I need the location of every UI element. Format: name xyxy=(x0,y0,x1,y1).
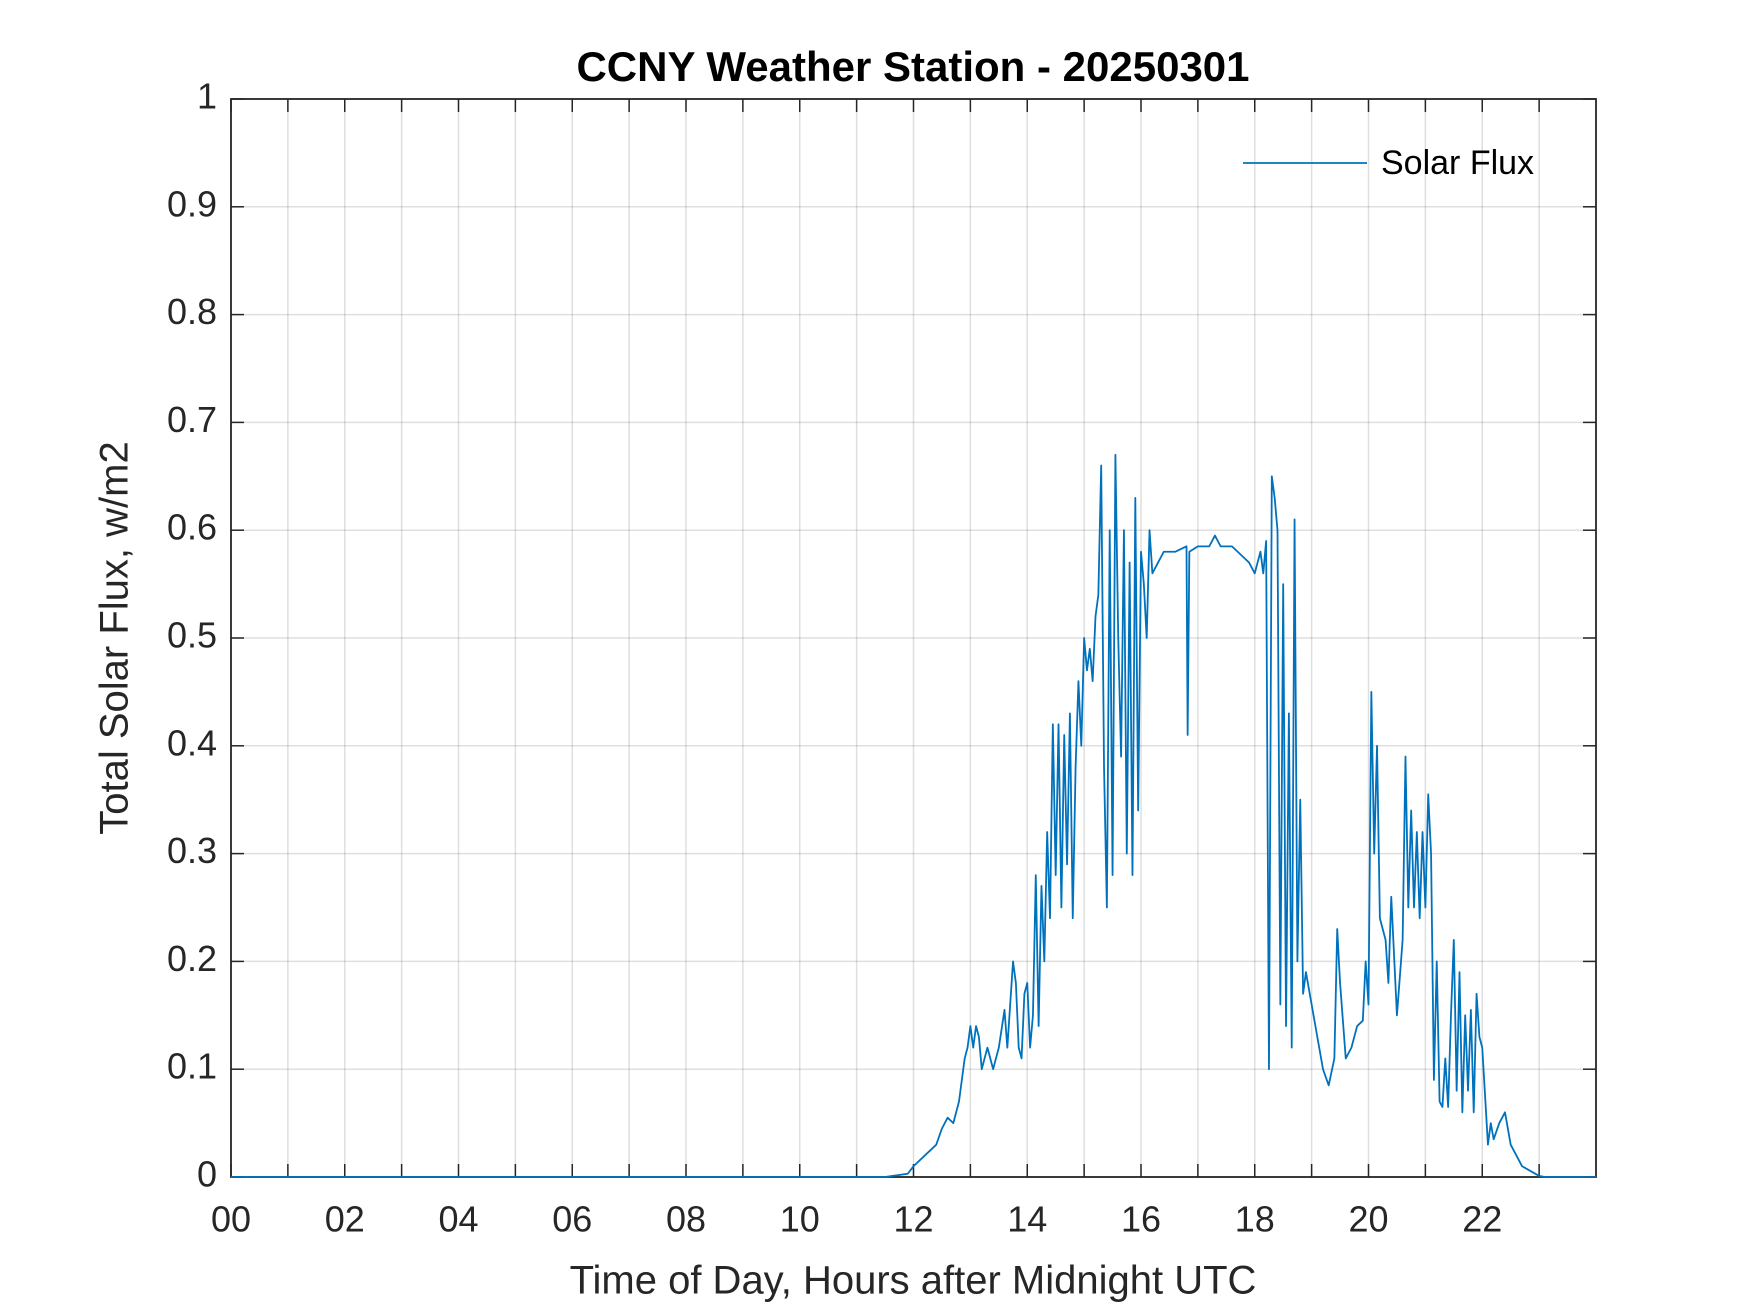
y-tick-label: 0.4 xyxy=(167,722,217,763)
y-tick-label: 0.2 xyxy=(167,938,217,979)
x-tick-label: 14 xyxy=(1007,1199,1047,1240)
y-tick-label: 1 xyxy=(197,76,217,117)
x-axis-label: Time of Day, Hours after Midnight UTC xyxy=(570,1259,1257,1303)
x-tick-label: 16 xyxy=(1121,1199,1161,1240)
x-tick-label: 22 xyxy=(1462,1199,1502,1240)
x-tick-label: 20 xyxy=(1348,1199,1388,1240)
x-tick-label: 10 xyxy=(780,1199,820,1240)
y-tick-label: 0.3 xyxy=(167,830,217,871)
y-axis-label: Total Solar Flux, w/m2 xyxy=(93,441,137,834)
x-tick-label: 08 xyxy=(666,1199,706,1240)
y-tick-label: 0.7 xyxy=(167,399,217,440)
y-tick-label: 0.8 xyxy=(167,291,217,332)
chart-title: CCNY Weather Station - 20250301 xyxy=(576,43,1249,90)
y-tick-label: 0.1 xyxy=(167,1046,217,1087)
y-tick-label: 0.5 xyxy=(167,615,217,656)
y-tick-label: 0 xyxy=(197,1154,217,1195)
x-tick-label: 12 xyxy=(893,1199,933,1240)
x-tick-label: 00 xyxy=(211,1199,251,1240)
y-tick-label: 0.6 xyxy=(167,507,217,548)
x-tick-label: 06 xyxy=(552,1199,592,1240)
data-line xyxy=(231,453,1596,1178)
x-tick-label: 04 xyxy=(438,1199,478,1240)
y-tick-label: 0.9 xyxy=(167,183,217,224)
plot-frame xyxy=(230,98,1597,1178)
x-tick-label: 02 xyxy=(325,1199,365,1240)
legend-label: Solar Flux xyxy=(1381,144,1534,182)
x-tick-label: 18 xyxy=(1235,1199,1275,1240)
